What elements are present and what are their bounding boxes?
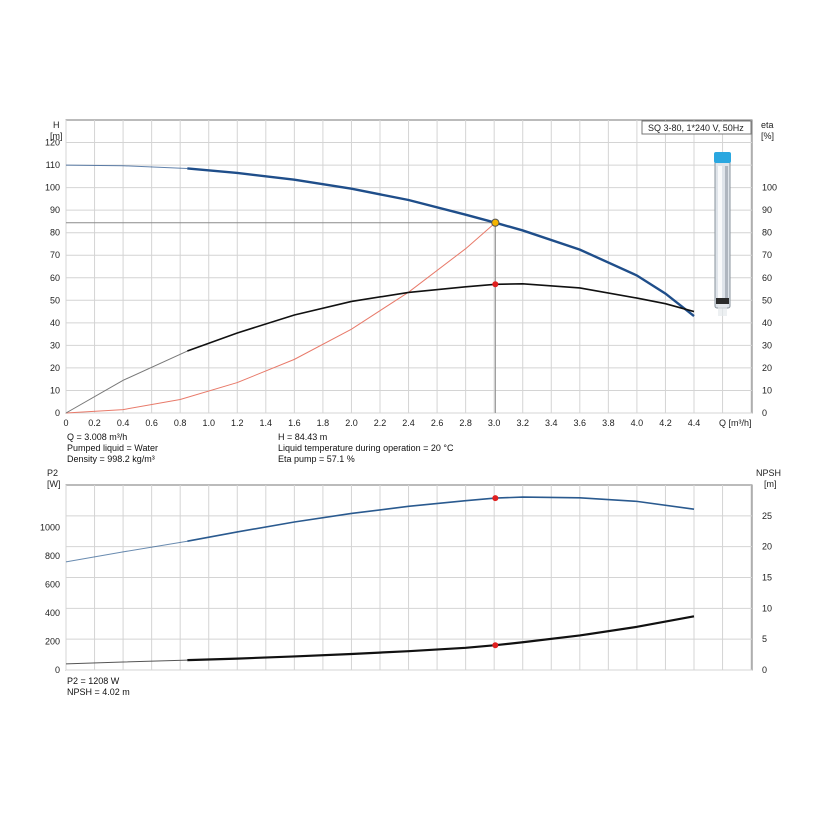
head-tick-label: 120 (45, 138, 60, 148)
npsh-tick-label: 20 (762, 542, 772, 552)
head-curve-ext (65, 164, 188, 169)
x-tick-label: 4.4 (688, 418, 701, 428)
eta-axis-label: eta (761, 120, 774, 130)
readout-power: P2 = 1208 W (67, 676, 120, 686)
readout-col-1: Q = 3.008 m³/h Pumped liquid = Water Den… (67, 432, 158, 465)
head-eta-chart: 0 0.2 0.4 0.6 0.8 1.0 1.2 1.4 1.6 1.8 2.0 2.2 2.4 2.6… (45, 119, 777, 428)
eta-tick-label: 70 (762, 250, 772, 260)
system-curve (65, 222, 496, 414)
head-curve (187, 167, 695, 318)
power-point-marker (492, 495, 499, 502)
power-curve-ext (65, 540, 188, 563)
head-tick-label: 110 (46, 160, 60, 170)
eta-tick-label: 10 (762, 385, 772, 395)
readout-density: Density = 998.2 kg/m³ (67, 454, 155, 464)
power-curve (187, 496, 695, 542)
npsh-curve (187, 615, 695, 662)
x-tick-label: 0.6 (145, 418, 158, 428)
npsh-axis-label: NPSH (756, 468, 781, 478)
readout-npsh: NPSH = 4.02 m (67, 687, 130, 697)
x-tick-label: 1.2 (231, 418, 244, 428)
head-tick-label: 10 (50, 385, 60, 395)
eta-curve-ext (65, 350, 188, 414)
npsh-tick-label: 5 (762, 634, 767, 644)
power-axis-label: P2 (47, 468, 58, 478)
npsh-tick-label: 10 (762, 603, 772, 613)
x-tick-label: 3.8 (602, 418, 615, 428)
power-tick-label: 400 (45, 608, 60, 618)
readout-head: H = 84.43 m (278, 432, 328, 442)
x-tick-label: 1.8 (317, 418, 330, 428)
x-tick-label: 3.2 (516, 418, 529, 428)
power-axis-unit: [W] (47, 479, 61, 489)
head-tick-label: 80 (50, 228, 60, 238)
pump-label: SQ 3-80, 1*240 V, 50Hz (648, 123, 744, 133)
readout-liquid: Pumped liquid = Water (67, 443, 158, 453)
eta-tick-label: 40 (762, 318, 772, 328)
npsh-axis-unit: [m] (764, 479, 777, 489)
head-tick-label: 90 (50, 205, 60, 215)
x-tick-label: 2.8 (459, 418, 472, 428)
head-tick-label: 0 (55, 408, 60, 418)
head-axis-unit: [m] (50, 131, 63, 141)
x-tick-label: 4.2 (659, 418, 672, 428)
head-tick-label: 30 (50, 340, 60, 350)
x-tick-label: 1.6 (288, 418, 301, 428)
x-tick-label: 4.0 (631, 418, 644, 428)
x-tick-label: 0.8 (174, 418, 187, 428)
eta-curve (187, 283, 695, 352)
head-tick-label: 70 (50, 250, 60, 260)
pump-label-box (641, 120, 752, 135)
npsh-curve-ext (65, 659, 188, 665)
duty-point-marker (491, 218, 500, 227)
eta-point-marker (492, 281, 499, 288)
head-axis-label: H (53, 120, 60, 130)
head-tick-label: 100 (45, 183, 60, 193)
x-tick-label: 2.4 (402, 418, 415, 428)
power-tick-label: 800 (45, 551, 60, 561)
readout-lower: P2 = 1208 W NPSH = 4.02 m (67, 676, 130, 698)
eta-tick-label: 30 (762, 340, 772, 350)
eta-axis-unit: [%] (761, 131, 774, 141)
readout-eta: Eta pump = 57.1 % (278, 454, 355, 464)
readout-col-2: H = 84.43 m Liquid temperature during op… (278, 432, 453, 465)
npsh-tick-label: 15 (762, 573, 772, 583)
power-tick-label: 200 (45, 637, 60, 647)
head-tick-label: 60 (50, 273, 60, 283)
x-tick-label: 2.6 (431, 418, 444, 428)
eta-tick-label: 80 (762, 228, 772, 238)
x-tick-label: 1.0 (202, 418, 215, 428)
x-tick-label: 3.6 (574, 418, 587, 428)
x-tick-label: 0.2 (88, 418, 101, 428)
eta-tick-label: 100 (762, 183, 777, 193)
pump-image (714, 152, 731, 316)
x-tick-label: 0 (63, 418, 68, 428)
head-tick-label: 40 (50, 318, 60, 328)
head-tick-label: 50 (50, 295, 60, 305)
readout-temperature: Liquid temperature during operation = 20… (278, 443, 454, 453)
readout-flow: Q = 3.008 m³/h (67, 432, 128, 442)
eta-tick-label: 20 (762, 363, 772, 373)
npsh-point-marker (492, 642, 499, 649)
eta-tick-label: 0 (762, 408, 767, 418)
x-tick-label: 3.0 (488, 418, 501, 428)
eta-tick-label: 60 (762, 273, 772, 283)
npsh-tick-label: 25 (762, 511, 772, 521)
x-tick-label: 1.4 (260, 418, 273, 428)
power-tick-label: 1000 (40, 523, 60, 533)
flow-axis-label: Q [m³/h] (719, 418, 752, 428)
x-tick-label: 3.4 (545, 418, 558, 428)
x-tick-label: 2.2 (374, 418, 387, 428)
x-tick-label: 0.4 (117, 418, 130, 428)
npsh-tick-label: 0 (762, 665, 767, 675)
x-tick-label: 2.0 (345, 418, 358, 428)
power-tick-label: 600 (45, 580, 60, 590)
eta-tick-label: 90 (762, 205, 772, 215)
power-tick-label: 0 (55, 665, 60, 675)
head-tick-label: 20 (50, 363, 60, 373)
eta-tick-label: 50 (762, 295, 772, 305)
